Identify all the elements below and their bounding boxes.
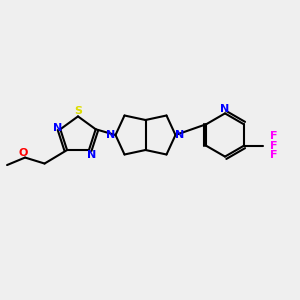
Text: O: O (19, 148, 28, 158)
Text: F: F (270, 150, 278, 161)
Text: N: N (220, 104, 230, 114)
Text: F: F (270, 131, 278, 141)
Text: S: S (74, 106, 82, 116)
Text: F: F (270, 141, 278, 151)
Text: N: N (87, 149, 97, 160)
Text: N: N (106, 130, 116, 140)
Text: N: N (53, 123, 62, 133)
Text: N: N (176, 130, 184, 140)
